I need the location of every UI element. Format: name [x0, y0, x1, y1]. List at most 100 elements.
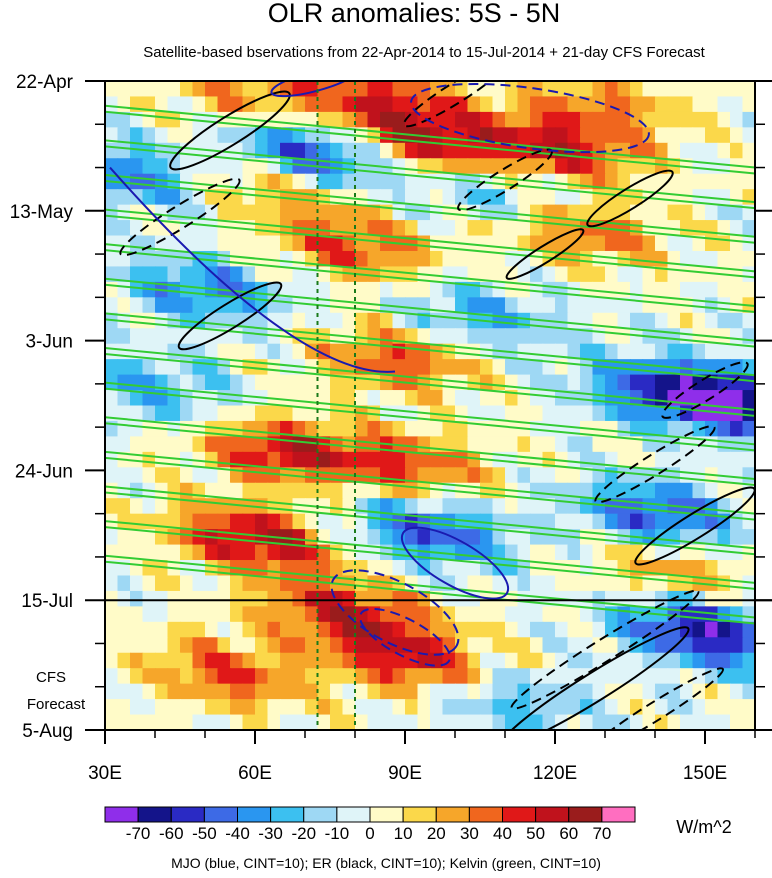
field-cell [230, 142, 244, 159]
field-cell [130, 590, 144, 608]
field-cell [155, 606, 169, 623]
field-cell [467, 235, 481, 252]
field-cell [605, 127, 619, 144]
field-cell [355, 637, 369, 654]
field-cell [267, 266, 281, 283]
field-cell [692, 158, 706, 175]
field-cell [630, 96, 644, 113]
field-cell [517, 111, 531, 129]
field-cell [367, 451, 381, 469]
field-cell [705, 529, 719, 546]
field-cell [742, 420, 755, 438]
field-cell [417, 714, 431, 730]
field-cell [630, 127, 644, 144]
field-cell [330, 560, 344, 577]
field-cell [692, 668, 706, 685]
field-cell [367, 343, 381, 360]
field-cell [542, 575, 556, 592]
field-cell [605, 111, 619, 129]
field-cell [355, 96, 369, 113]
field-cell [405, 328, 419, 345]
field-cell [680, 652, 694, 669]
field-cell [680, 127, 694, 144]
field-cell [367, 575, 381, 592]
field-cell [305, 142, 319, 159]
field-cell [167, 668, 181, 685]
field-cell [442, 281, 456, 299]
field-cell [205, 158, 219, 175]
field-cell [680, 142, 694, 159]
field-cell [267, 235, 281, 252]
field-cell [167, 235, 181, 252]
field-cell [155, 637, 169, 654]
field-cell [430, 699, 444, 716]
field-cell [592, 390, 606, 407]
field-cell [505, 189, 519, 206]
field-cell [480, 637, 494, 654]
field-cell [430, 482, 444, 499]
field-cell [105, 683, 119, 700]
field-cell [680, 204, 694, 221]
field-cell [367, 220, 381, 237]
field-cell [105, 220, 119, 237]
x-tick-label: 150E [683, 763, 727, 784]
field-cell [330, 544, 344, 561]
field-cell [467, 621, 481, 638]
field-cell [580, 513, 594, 530]
field-cell [317, 714, 331, 730]
field-cell [267, 699, 281, 716]
field-cell [217, 544, 231, 561]
field-cell [592, 544, 606, 561]
field-cell [167, 266, 181, 283]
field-cell [367, 683, 381, 700]
field-cell [605, 544, 619, 561]
field-cell [742, 513, 755, 530]
field-cell [192, 529, 206, 546]
field-cell [367, 513, 381, 530]
field-cell [417, 498, 431, 515]
field-cell [667, 575, 681, 592]
field-cell [217, 498, 231, 515]
field-cell [467, 714, 481, 730]
field-cell [492, 498, 506, 515]
field-cell [617, 312, 631, 329]
field-cell [742, 374, 755, 391]
field-cell [642, 621, 656, 638]
field-cell [442, 312, 456, 329]
field-cell [380, 235, 394, 252]
field-cell [255, 189, 269, 206]
field-cell [330, 281, 344, 299]
field-cell [267, 142, 281, 159]
field-cell [392, 158, 406, 175]
field-cell [155, 560, 169, 577]
field-cell [317, 281, 331, 299]
field-cell [230, 498, 244, 515]
field-cell [217, 513, 231, 530]
field-cell [305, 637, 319, 654]
field-cell [255, 297, 269, 314]
field-cell [367, 699, 381, 716]
field-cell [642, 111, 656, 129]
field-cell [117, 420, 131, 438]
kelvin-contour [105, 179, 755, 244]
field-cell [605, 374, 619, 391]
colorbar-swatch [336, 806, 371, 823]
field-cell [305, 652, 319, 669]
colorbar-tick-label: -30 [258, 824, 283, 843]
field-cell [630, 482, 644, 499]
field-cell [692, 220, 706, 237]
colorbar-swatch [104, 806, 139, 823]
field-cell [342, 590, 356, 608]
field-cell [305, 420, 319, 438]
field-cell [255, 482, 269, 499]
field-cell [492, 158, 506, 175]
colorbar-tick-label: -60 [159, 824, 184, 843]
field-cell [117, 297, 131, 314]
field-cell [492, 436, 506, 453]
field-cell [117, 158, 131, 175]
field-cell [455, 683, 469, 700]
field-cell [692, 621, 706, 638]
er-contour [505, 228, 585, 280]
field-cell [355, 390, 369, 407]
field-cell [292, 575, 306, 592]
